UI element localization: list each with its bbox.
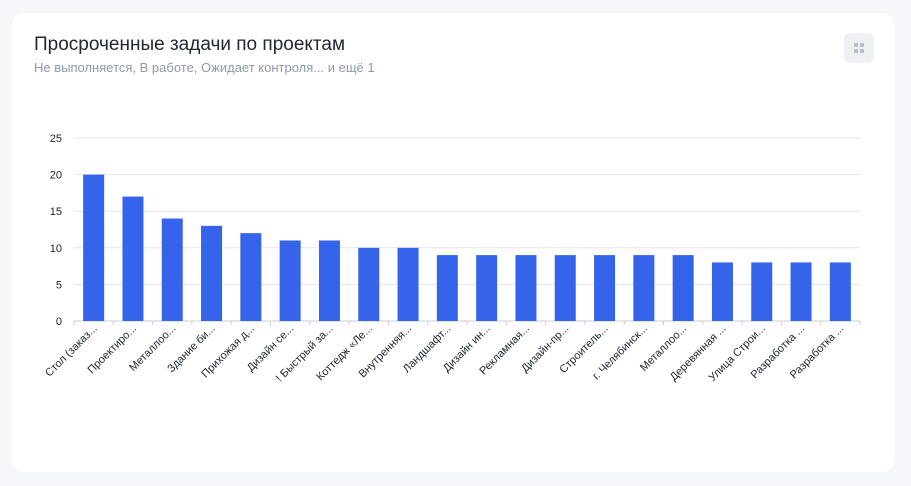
y-tick-label: 0 [56, 316, 62, 328]
bar [397, 247, 419, 321]
bar [711, 262, 733, 321]
bar [318, 240, 340, 321]
bar [279, 240, 301, 321]
bar [790, 262, 812, 321]
grid-dots-icon [854, 43, 864, 53]
y-tick-label: 5 [56, 279, 62, 291]
bar [829, 262, 851, 321]
bar [161, 218, 183, 321]
y-tick-label: 15 [50, 206, 62, 218]
bar [515, 255, 537, 321]
bar [436, 255, 458, 321]
bar [633, 255, 655, 321]
chart-menu-button[interactable] [844, 33, 874, 63]
bar [554, 255, 576, 321]
y-tick-label: 10 [50, 243, 62, 255]
bar [83, 174, 105, 321]
bar [594, 255, 616, 321]
y-tick-label: 20 [50, 170, 62, 182]
chart-card: Просроченные задачи по проектам Не выпол… [12, 13, 894, 472]
bar [201, 225, 223, 321]
bar [358, 247, 380, 321]
bar [240, 233, 262, 321]
bar [751, 262, 773, 321]
bar [476, 255, 498, 321]
chart-subtitle[interactable]: Не выполняется, В работе, Ожидает контро… [34, 60, 375, 75]
bar [672, 255, 694, 321]
chart-title: Просроченные задачи по проектам [34, 34, 346, 55]
bar [122, 196, 144, 321]
y-tick-label: 25 [50, 133, 62, 145]
